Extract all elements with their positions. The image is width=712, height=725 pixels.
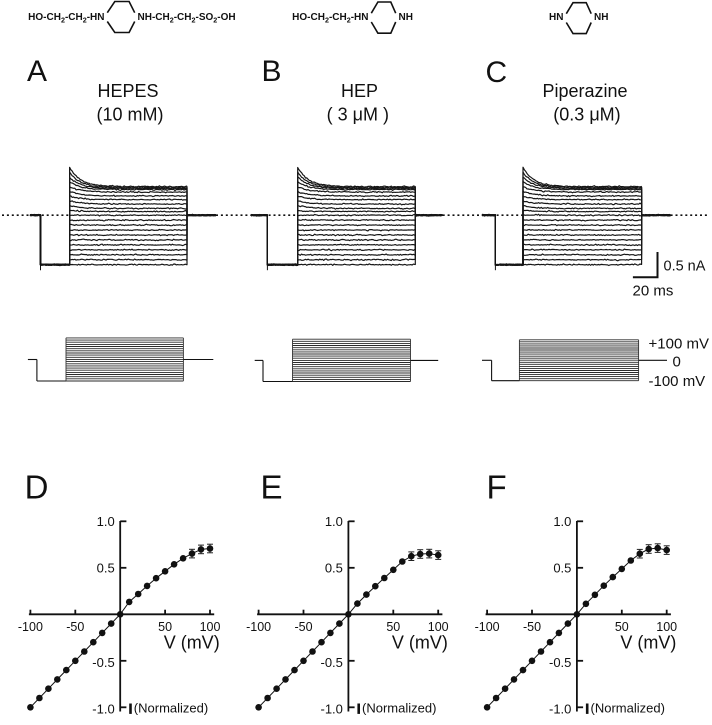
svg-text:( 3 μM ): ( 3 μM ) [327, 104, 389, 124]
svg-text:E: E [261, 469, 283, 506]
svg-text:-100: -100 [246, 620, 271, 634]
svg-text:-100 mV: -100 mV [649, 373, 706, 390]
svg-text:V (mV): V (mV) [620, 632, 676, 652]
svg-text:0: 0 [673, 354, 681, 371]
svg-text:-50: -50 [294, 620, 312, 634]
svg-text:F: F [487, 469, 507, 506]
svg-text:50: 50 [158, 620, 172, 634]
svg-text:50: 50 [615, 620, 629, 634]
svg-text:Piperazine: Piperazine [542, 81, 627, 101]
svg-text:100: 100 [428, 620, 449, 634]
svg-text:-1.0: -1.0 [549, 702, 571, 717]
svg-text:(10 mM): (10 mM) [97, 104, 164, 124]
svg-text:100: 100 [200, 620, 221, 634]
svg-text:-100: -100 [475, 620, 500, 634]
svg-text:0.5: 0.5 [325, 561, 343, 576]
svg-text:HO-CH2​-CH2​-HN: HO-CH2​-CH2​-HN [292, 12, 368, 25]
svg-text:1.0: 1.0 [553, 514, 571, 529]
svg-text:-1.0: -1.0 [92, 702, 114, 717]
svg-text:-1.0: -1.0 [320, 702, 342, 717]
svg-text:-50: -50 [66, 620, 84, 634]
svg-text:-0.5: -0.5 [549, 655, 571, 670]
svg-text:0.5 nA: 0.5 nA [664, 259, 706, 275]
svg-text:(Normalized): (Normalized) [362, 700, 436, 715]
svg-text:(Normalized): (Normalized) [134, 700, 208, 715]
svg-text:NH: NH [399, 12, 413, 23]
svg-text:0.5: 0.5 [97, 561, 115, 576]
svg-text:100: 100 [656, 620, 677, 634]
svg-text:B: B [262, 55, 282, 88]
svg-text:-50: -50 [523, 620, 541, 634]
svg-text:(0.3 μM): (0.3 μM) [553, 104, 620, 124]
svg-text:A: A [27, 55, 47, 88]
svg-text:+100 mV: +100 mV [649, 335, 709, 352]
svg-text:50: 50 [386, 620, 400, 634]
svg-text:C: C [486, 56, 508, 89]
svg-text:HEP: HEP [341, 81, 378, 101]
svg-text:20 ms: 20 ms [633, 282, 674, 299]
svg-text:V (mV): V (mV) [164, 632, 220, 652]
svg-text:1.0: 1.0 [325, 514, 343, 529]
svg-text:-0.5: -0.5 [92, 655, 114, 670]
svg-text:-100: -100 [18, 620, 43, 634]
svg-text:V (mV): V (mV) [392, 632, 448, 652]
svg-text:-0.5: -0.5 [320, 655, 342, 670]
svg-text:0.5: 0.5 [553, 561, 571, 576]
svg-text:HEPES: HEPES [97, 81, 158, 101]
svg-text:(Normalized): (Normalized) [591, 700, 665, 715]
svg-text:D: D [25, 469, 49, 506]
svg-text:NH-CH2​-CH2​-SO2​-OH: NH-CH2​-CH2​-SO2​-OH [138, 12, 236, 25]
svg-text:HN: HN [549, 12, 563, 23]
svg-text:NH: NH [594, 12, 608, 23]
svg-text:1.0: 1.0 [97, 514, 115, 529]
svg-text:HO-CH2​-CH2​-HN: HO-CH2​-CH2​-HN [28, 12, 104, 25]
